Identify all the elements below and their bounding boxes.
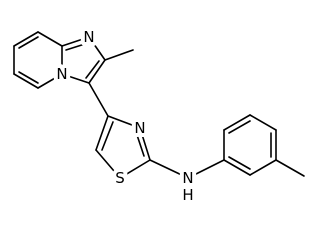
bonds	[13, 31, 305, 179]
methyl-bond	[275, 159, 305, 177]
atom-label: N	[182, 169, 193, 187]
bond	[61, 36, 90, 47]
atom-labels: N N N S N H	[52, 24, 197, 208]
bond	[37, 31, 63, 47]
double-bond	[65, 42, 89, 51]
bond	[88, 36, 106, 61]
double-bond	[228, 156, 251, 170]
double-bond	[85, 60, 100, 79]
double-bond	[18, 36, 39, 49]
double-bond	[101, 121, 114, 151]
bond	[149, 159, 189, 179]
double-bond	[18, 71, 39, 84]
bond	[249, 159, 277, 176]
bond	[88, 59, 106, 84]
atom-label: S	[115, 169, 125, 187]
atom-label: H	[182, 186, 193, 204]
double-bond	[135, 131, 145, 157]
molecule-diagram: N N N S N H	[13, 24, 305, 208]
bond	[13, 31, 39, 47]
bond	[95, 115, 109, 151]
bond	[61, 73, 90, 84]
bond	[119, 159, 151, 179]
double-bond	[228, 120, 251, 134]
atom-label: N	[134, 119, 145, 137]
bond	[223, 159, 251, 176]
bond	[187, 159, 225, 179]
bond	[88, 82, 109, 117]
bond	[95, 149, 121, 179]
atom-label: N	[83, 28, 94, 46]
bond	[37, 73, 63, 89]
methyl-bond	[104, 49, 134, 61]
bond	[107, 115, 141, 129]
bond	[249, 114, 277, 131]
bond	[139, 127, 151, 161]
bond	[13, 73, 39, 89]
bond	[223, 114, 251, 131]
atom-label: N	[56, 65, 67, 83]
